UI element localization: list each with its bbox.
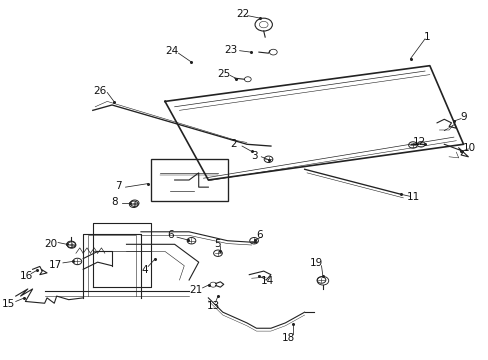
Text: 21: 21 <box>189 285 202 295</box>
Text: 18: 18 <box>282 333 295 343</box>
Text: 14: 14 <box>260 276 273 286</box>
Text: 19: 19 <box>309 258 323 268</box>
Text: 15: 15 <box>2 299 15 309</box>
Text: 11: 11 <box>406 192 419 202</box>
Text: 4: 4 <box>141 265 148 275</box>
Text: 6: 6 <box>256 230 263 240</box>
Text: 1: 1 <box>423 32 430 42</box>
Text: 22: 22 <box>236 9 249 19</box>
Text: 16: 16 <box>20 271 33 281</box>
Text: 8: 8 <box>111 197 118 207</box>
Text: 9: 9 <box>459 112 466 122</box>
Text: 12: 12 <box>412 137 425 147</box>
Text: 20: 20 <box>44 239 57 249</box>
Text: 13: 13 <box>206 301 219 311</box>
Text: 17: 17 <box>48 260 61 270</box>
Text: 25: 25 <box>217 68 230 78</box>
Text: 2: 2 <box>229 139 236 149</box>
Text: 10: 10 <box>462 143 475 153</box>
Text: 7: 7 <box>115 181 122 191</box>
Text: 5: 5 <box>214 239 221 249</box>
Text: 6: 6 <box>167 230 174 240</box>
Text: 24: 24 <box>165 46 179 57</box>
Text: 23: 23 <box>224 45 237 55</box>
Text: 26: 26 <box>93 86 106 96</box>
Text: 3: 3 <box>251 151 257 161</box>
